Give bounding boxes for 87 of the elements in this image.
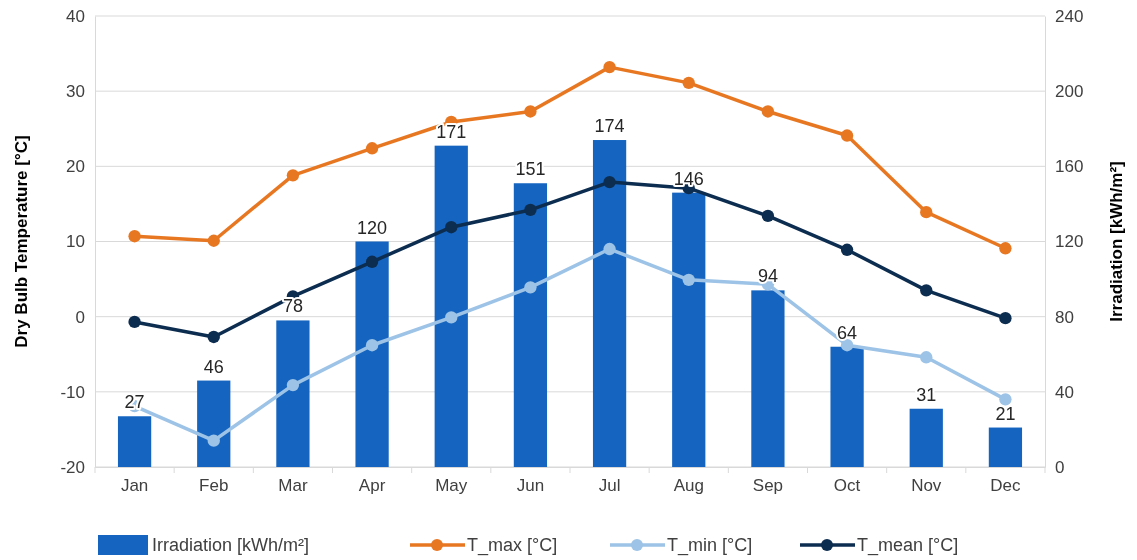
x-tick-label: Feb bbox=[199, 476, 229, 496]
bar bbox=[909, 408, 943, 467]
x-tick-label: Mar bbox=[278, 476, 308, 496]
y-axis-title: Dry Bulb Temperature [°C] bbox=[12, 135, 31, 348]
point bbox=[365, 142, 379, 155]
point bbox=[999, 312, 1012, 325]
y-tick-label: 10 bbox=[66, 232, 85, 252]
point bbox=[445, 221, 458, 234]
x-tick-label: Nov bbox=[911, 476, 942, 496]
point bbox=[128, 230, 141, 243]
data-label: 21 bbox=[995, 403, 1016, 424]
point bbox=[682, 76, 695, 90]
legend-label: T_mean [°C] bbox=[857, 535, 959, 556]
point bbox=[524, 105, 537, 118]
bar bbox=[672, 192, 706, 467]
x-tick-label: Jul bbox=[598, 476, 621, 496]
data-label: 174 bbox=[594, 116, 625, 137]
y-tick-label: -10 bbox=[60, 382, 85, 402]
x-tick-label: Apr bbox=[358, 476, 386, 496]
point bbox=[207, 434, 220, 447]
point bbox=[840, 129, 854, 142]
y2-tick-label: 80 bbox=[1055, 307, 1074, 327]
point bbox=[920, 206, 933, 219]
data-label: 27 bbox=[124, 392, 145, 413]
data-label: 94 bbox=[757, 266, 778, 287]
point bbox=[603, 175, 616, 189]
y2-tick-label: 40 bbox=[1055, 382, 1074, 402]
data-label: 146 bbox=[673, 168, 704, 189]
x-tick-label: Jun bbox=[516, 476, 545, 496]
bar bbox=[117, 416, 152, 467]
y2-axis-title: Irradiation [kWh/m²] bbox=[1107, 161, 1126, 322]
data-label: 46 bbox=[203, 356, 224, 377]
y2-tick-label: 120 bbox=[1055, 232, 1084, 252]
point bbox=[524, 281, 537, 294]
point bbox=[365, 255, 379, 268]
point bbox=[207, 330, 220, 344]
bar bbox=[988, 427, 1023, 467]
x-tick-label: May bbox=[435, 476, 468, 496]
point bbox=[286, 169, 300, 182]
point bbox=[128, 315, 141, 329]
point bbox=[682, 273, 695, 286]
y2-tick-label: 200 bbox=[1055, 82, 1084, 102]
bar bbox=[197, 380, 231, 467]
x-tick-label: Sep bbox=[752, 476, 784, 496]
y-tick-label: 40 bbox=[66, 6, 85, 26]
point bbox=[524, 203, 537, 217]
legend-label: T_min [°C] bbox=[667, 535, 753, 556]
y-tick-label: 30 bbox=[66, 82, 85, 102]
bar bbox=[592, 140, 627, 467]
point bbox=[445, 311, 458, 324]
point bbox=[207, 234, 220, 247]
point bbox=[761, 105, 775, 118]
x-tick-label: Jan bbox=[120, 476, 149, 496]
y-tick-label: 20 bbox=[66, 157, 85, 177]
point bbox=[920, 284, 933, 297]
legend-label: T_max [°C] bbox=[467, 535, 558, 556]
point bbox=[603, 242, 616, 256]
point bbox=[761, 209, 775, 223]
data-label: 31 bbox=[916, 384, 937, 405]
y2-tick-label: 160 bbox=[1055, 157, 1084, 177]
point bbox=[999, 242, 1012, 255]
y-tick-label: 0 bbox=[75, 307, 85, 327]
bar bbox=[434, 145, 468, 467]
data-label: 120 bbox=[357, 217, 388, 238]
bar bbox=[830, 346, 864, 467]
point bbox=[286, 378, 300, 392]
point bbox=[603, 60, 616, 74]
x-tick-label: Oct bbox=[833, 476, 861, 496]
point bbox=[999, 393, 1012, 406]
data-label: 171 bbox=[436, 121, 467, 142]
bar bbox=[751, 290, 785, 467]
point bbox=[840, 339, 854, 352]
point bbox=[365, 339, 379, 352]
bar bbox=[355, 241, 389, 467]
data-label: 78 bbox=[282, 296, 303, 317]
data-label: 151 bbox=[515, 159, 546, 180]
y2-tick-label: 240 bbox=[1055, 6, 1084, 26]
bar bbox=[513, 183, 548, 467]
x-tick-label: Aug bbox=[673, 476, 704, 496]
y2-tick-label: 0 bbox=[1055, 457, 1065, 477]
point bbox=[840, 243, 854, 256]
data-label: 64 bbox=[837, 322, 858, 343]
bar bbox=[276, 320, 310, 467]
legend-label: Irradiation [kWh/m²] bbox=[152, 535, 310, 555]
y-tick-label: -20 bbox=[60, 457, 85, 477]
point bbox=[920, 351, 933, 364]
x-tick-label: Dec bbox=[990, 476, 1022, 496]
